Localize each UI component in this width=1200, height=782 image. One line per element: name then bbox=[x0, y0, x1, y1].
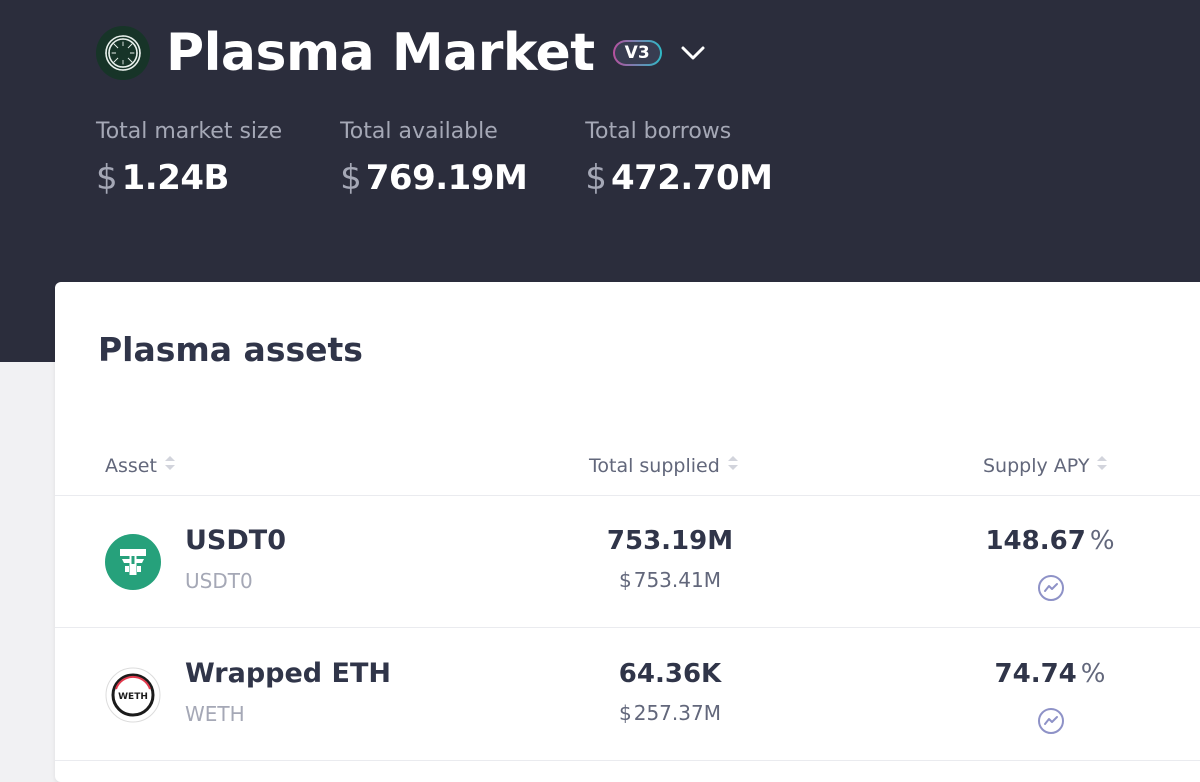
apy-unit: % bbox=[1089, 526, 1115, 556]
chevron-down-icon[interactable] bbox=[676, 36, 710, 70]
column-header-asset[interactable]: Asset bbox=[105, 450, 176, 482]
assets-card: Plasma assets Asset Total supplied Suppl… bbox=[55, 282, 1200, 782]
column-header-total-supplied[interactable]: Total supplied bbox=[589, 450, 739, 482]
stat-label: Total available bbox=[340, 119, 498, 144]
currency-symbol: $ bbox=[96, 158, 118, 198]
table-header: Asset Total supplied Supply APY bbox=[55, 450, 1200, 496]
total-supplied-usd: $257.37M bbox=[520, 699, 820, 727]
weth-icon-text: WETH bbox=[118, 692, 148, 702]
usdt0-token-icon bbox=[105, 534, 161, 590]
sort-icon[interactable] bbox=[1096, 450, 1108, 482]
apy-unit: % bbox=[1080, 659, 1106, 689]
stat-total-borrows: Total borrows $ 472.70M bbox=[585, 118, 773, 198]
asset-name: USDT0 bbox=[185, 525, 286, 556]
card-title: Plasma assets bbox=[98, 330, 363, 369]
asset-name: Wrapped ETH bbox=[185, 658, 391, 689]
usd-value: 753.41M bbox=[633, 568, 721, 592]
apy-value: 148.67 bbox=[985, 526, 1086, 556]
currency-symbol: $ bbox=[619, 568, 632, 592]
usd-value: 257.37M bbox=[633, 701, 721, 725]
currency-symbol: $ bbox=[340, 158, 362, 198]
stat-number: 1.24B bbox=[121, 158, 230, 198]
currency-symbol: $ bbox=[585, 158, 607, 198]
stat-number: 472.70M bbox=[610, 158, 773, 198]
stat-total-market-size: Total market size $ 1.24B bbox=[96, 118, 282, 198]
stat-total-available: Total available $ 769.19M bbox=[340, 118, 528, 198]
stat-number: 769.19M bbox=[365, 158, 528, 198]
column-header-label: Asset bbox=[105, 455, 157, 477]
page-background bbox=[0, 362, 55, 760]
apy-history-icon[interactable] bbox=[1037, 707, 1065, 735]
column-header-label: Supply APY bbox=[983, 455, 1090, 477]
plasma-logo-icon bbox=[96, 26, 150, 80]
total-supplied-amount: 64.36K bbox=[618, 659, 722, 689]
stat-label: Total market size bbox=[96, 119, 283, 144]
version-badge: V3 bbox=[612, 40, 662, 66]
currency-symbol: $ bbox=[619, 701, 632, 725]
total-supplied-amount: 753.19M bbox=[606, 526, 734, 556]
market-selector[interactable]: Plasma Market V3 bbox=[96, 22, 710, 84]
supply-apy: 148.67% bbox=[915, 524, 1185, 558]
column-header-label: Total supplied bbox=[589, 455, 720, 477]
apy-history-icon[interactable] bbox=[1037, 574, 1065, 602]
stat-value: $ 472.70M bbox=[585, 158, 773, 198]
stat-value: $ 1.24B bbox=[96, 158, 282, 198]
sort-icon[interactable] bbox=[727, 450, 739, 482]
apy-value: 74.74 bbox=[994, 659, 1077, 689]
stat-label: Total borrows bbox=[585, 119, 732, 144]
asset-symbol: USDT0 bbox=[185, 569, 253, 593]
stat-value: $ 769.19M bbox=[340, 158, 528, 198]
version-badge-label: V3 bbox=[624, 43, 650, 63]
column-header-supply-apy[interactable]: Supply APY bbox=[983, 450, 1108, 482]
total-supplied-usd: $753.41M bbox=[520, 566, 820, 594]
market-title: Plasma Market bbox=[166, 23, 595, 83]
table-row[interactable]: USDT0 USDT0 753.19M $753.41M 148.67% bbox=[55, 496, 1200, 628]
sort-icon[interactable] bbox=[164, 450, 176, 482]
asset-symbol: WETH bbox=[185, 702, 245, 726]
weth-token-icon: WETH bbox=[105, 667, 161, 723]
table-row[interactable]: WETH Wrapped ETH WETH 64.36K $257.37M 74… bbox=[55, 629, 1200, 761]
supply-apy: 74.74% bbox=[915, 657, 1185, 691]
market-stats: Total market size $ 1.24B Total availabl… bbox=[96, 118, 830, 198]
